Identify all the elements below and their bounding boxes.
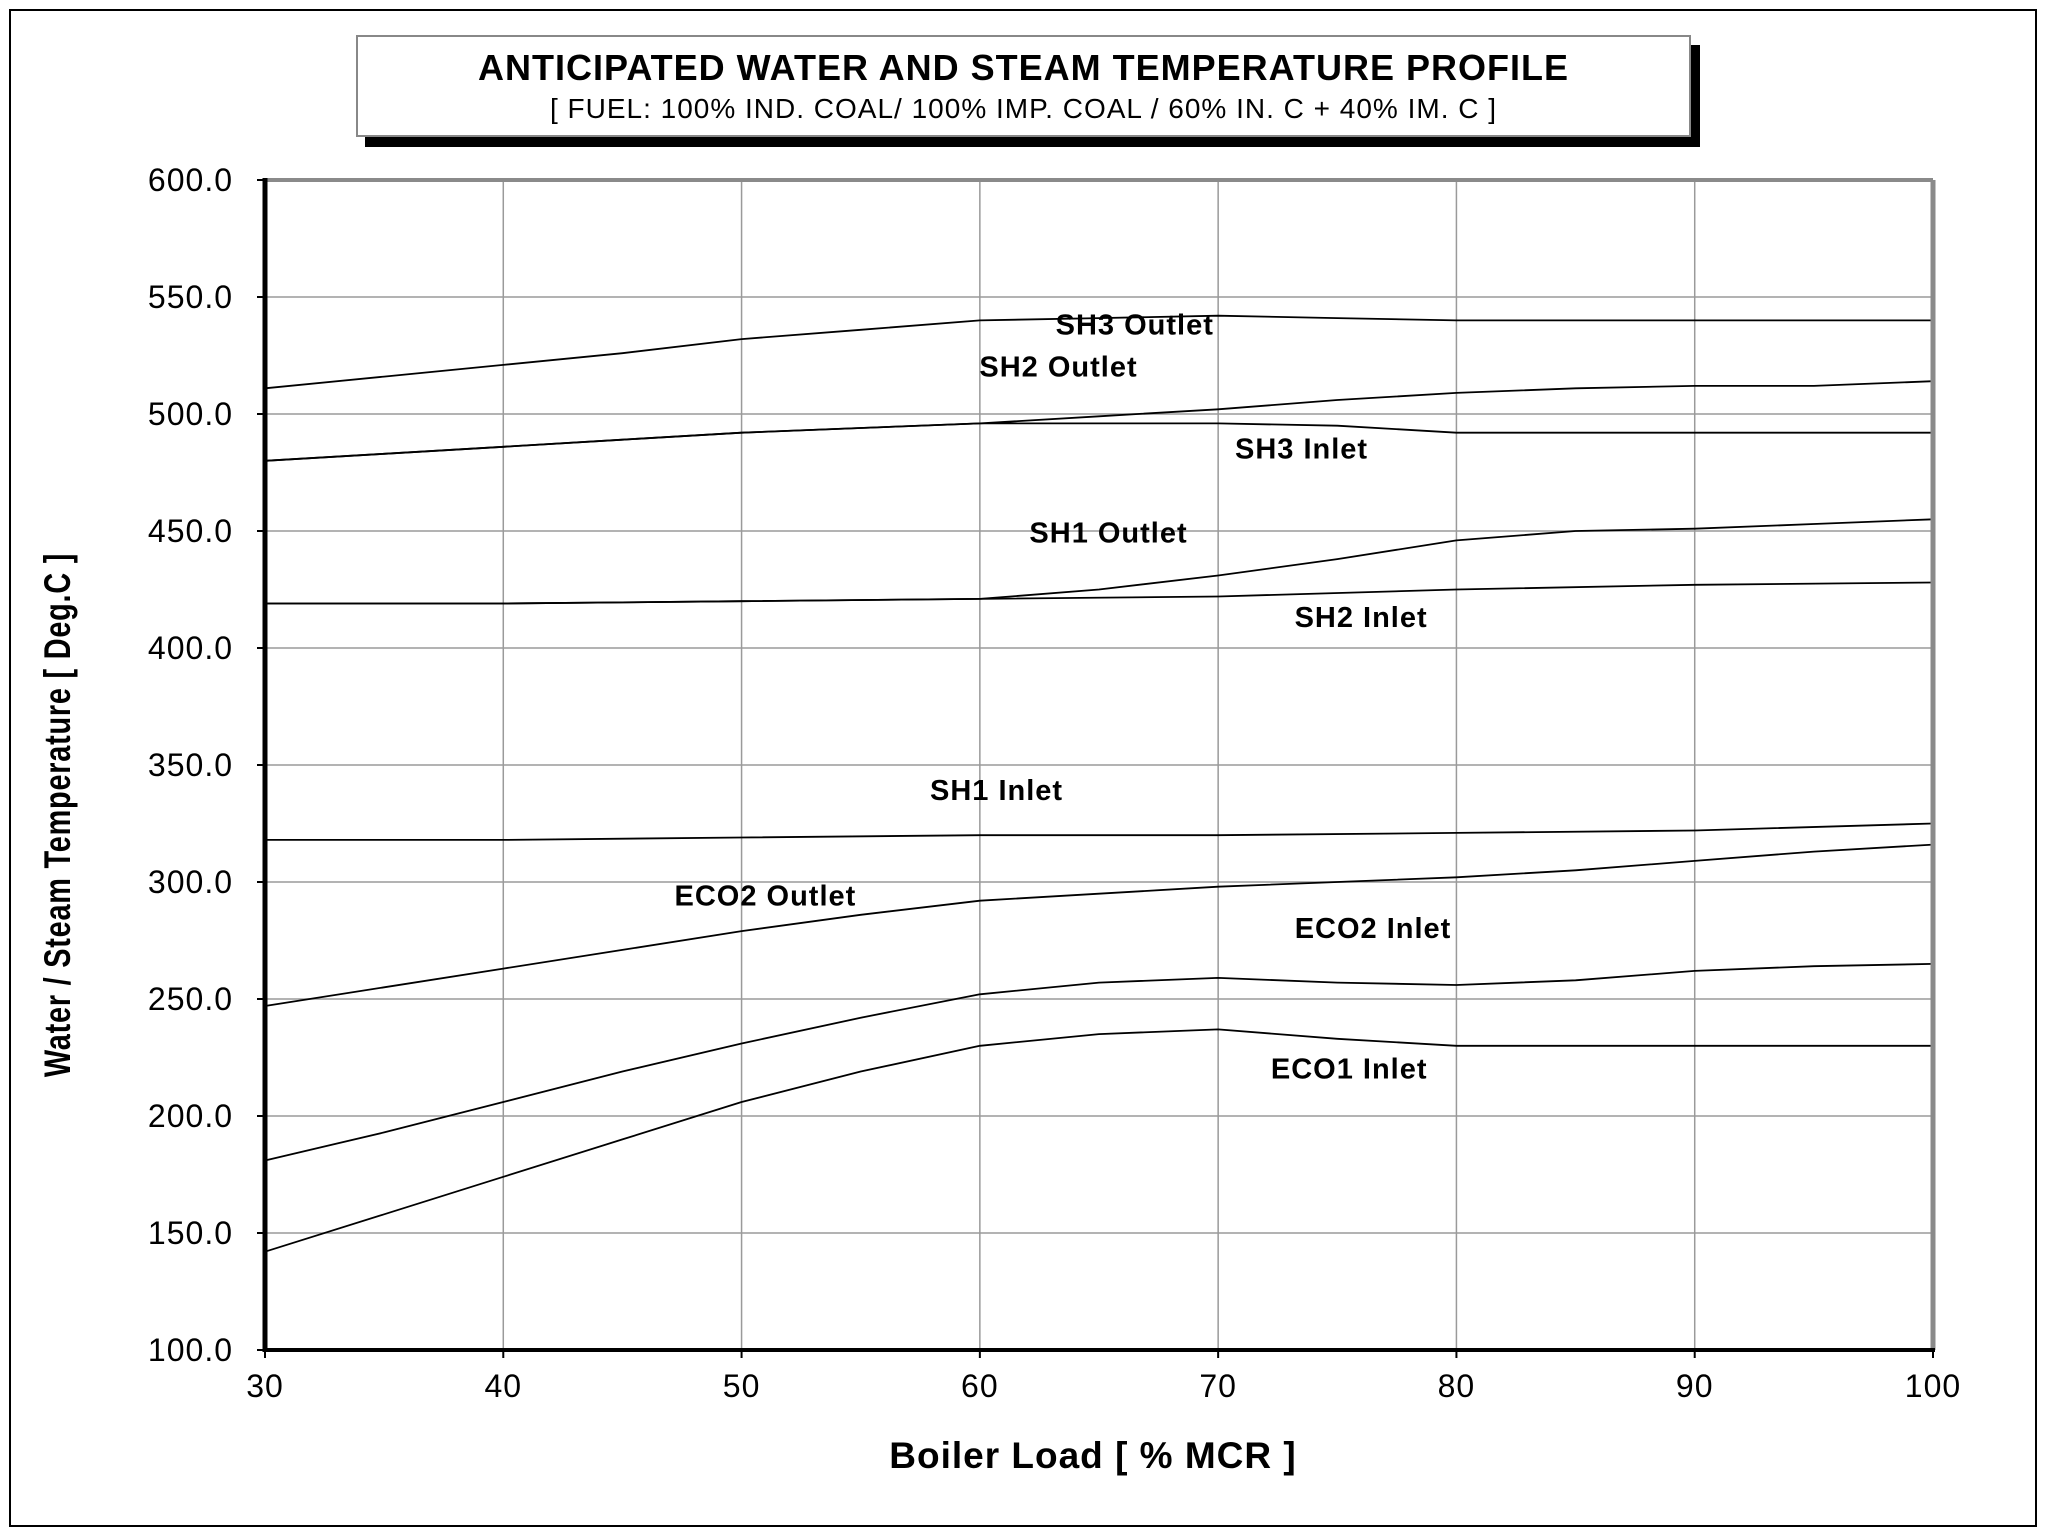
chart-subtitle: [ FUEL: 100% IND. COAL/ 100% IMP. COAL /…: [549, 93, 1498, 124]
series-label-sh1-inlet: SH1 Inlet: [930, 775, 1063, 807]
chart-title-box: ANTICIPATED WATER AND STEAM TEMPERATURE …: [356, 35, 1691, 137]
series-label-sh1-outlet: SH1 Outlet: [1029, 518, 1187, 550]
x-axis-title: Boiler Load [ % MCR ]: [889, 1435, 1296, 1476]
axes: [257, 178, 1936, 1358]
x-tick-label: 60: [961, 1368, 999, 1404]
series-label-sh2-outlet: SH2 Outlet: [979, 352, 1137, 384]
series-line-eco2-inlet: [264, 963, 1934, 1162]
chart-frame: [9, 9, 2037, 1527]
y-axis-title: Water / Steam Temperature [ Deg.C ]: [38, 553, 79, 1077]
y-tick-label: 250.0: [148, 981, 233, 1017]
series-line-eco2-outlet: [264, 843, 1934, 1007]
x-tick-label: 40: [484, 1368, 522, 1404]
series-line-eco1-inlet: [264, 1028, 1933, 1253]
series-label-eco1-inlet: ECO1 Inlet: [1271, 1054, 1428, 1086]
x-tick-label: 70: [1199, 1368, 1237, 1404]
y-tick-label: 500.0: [148, 396, 233, 432]
y-tick-label: 550.0: [148, 279, 233, 315]
y-tick-label: 100.0: [148, 1332, 233, 1368]
chart-title: ANTICIPATED WATER AND STEAM TEMPERATURE …: [478, 47, 1569, 88]
x-tick-label: 100: [1905, 1368, 1961, 1404]
y-tick-label: 200.0: [148, 1098, 233, 1134]
series-line-sh2-outlet: [264, 380, 1934, 462]
x-tick-label: 30: [246, 1368, 284, 1404]
series-label-eco2-inlet: ECO2 Inlet: [1295, 913, 1452, 945]
series-label-sh3-outlet: SH3 Outlet: [1056, 309, 1214, 341]
y-tick-label: 300.0: [148, 864, 233, 900]
x-tick-label: 90: [1676, 1368, 1714, 1404]
series-line-sh1-inlet: [265, 822, 1934, 841]
series-lines: [264, 314, 1934, 1253]
series-line-sh3-outlet: [264, 314, 1933, 390]
series-label-sh2-inlet: SH2 Inlet: [1295, 602, 1428, 634]
series-line-sh3-inlet: [264, 422, 1933, 462]
y-tick-label: 400.0: [148, 630, 233, 666]
x-tick-label: 50: [723, 1368, 761, 1404]
x-tick-label: 80: [1438, 1368, 1476, 1404]
series-line-sh2-inlet: [265, 581, 1934, 605]
y-tick-label: 450.0: [148, 513, 233, 549]
y-tick-label: 150.0: [148, 1215, 233, 1251]
series-label-sh3-inlet: SH3 Inlet: [1235, 433, 1368, 465]
y-tick-label: 350.0: [148, 747, 233, 783]
y-tick-label: 600.0: [148, 162, 233, 198]
series-labels: SH3 Outlet SH2 Outlet SH3 Inlet SH1 Outlet S…: [674, 309, 1452, 1086]
series-label-eco2-outlet: ECO2 Outlet: [674, 880, 856, 912]
tick-labels: 100.0 150.0 200.0 250.0 300.0 350.0 400.0 450.0…: [148, 162, 1961, 1404]
